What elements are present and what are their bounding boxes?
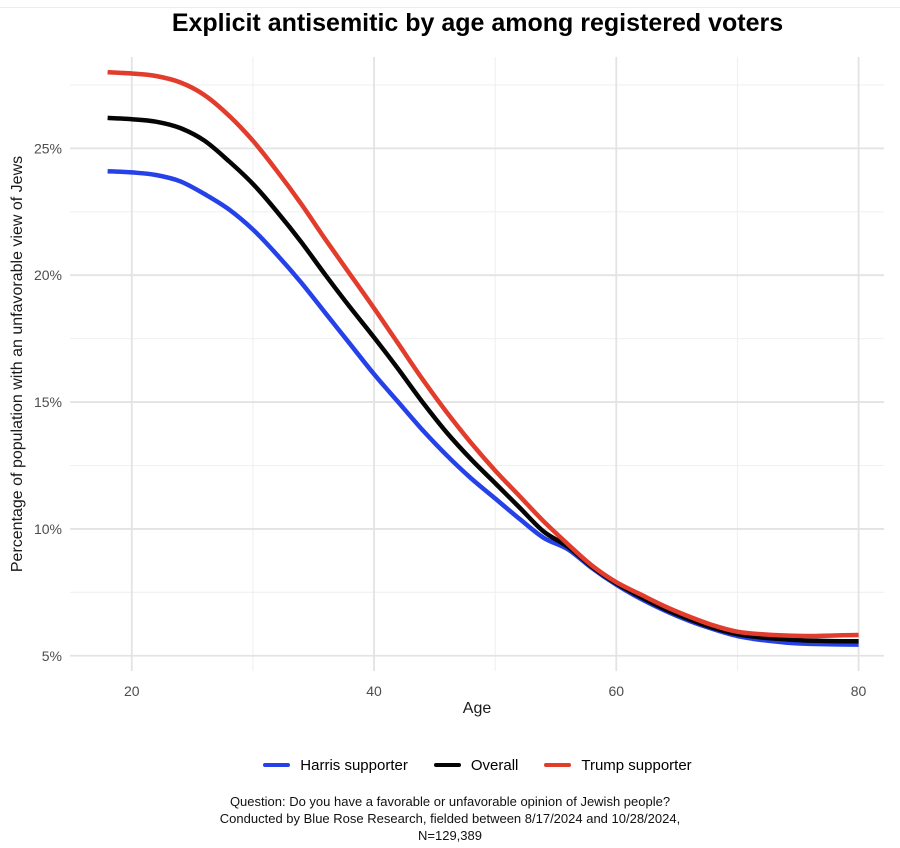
- y-tick-label: 10%: [34, 521, 62, 537]
- gridlines: [70, 57, 884, 671]
- legend-item-overall: Overall: [433, 756, 519, 774]
- x-tick-label: 60: [609, 683, 625, 699]
- caption: Question: Do you have a favorable or unf…: [0, 793, 900, 844]
- data-series: [107, 69, 859, 647]
- y-tick-label: 20%: [34, 267, 62, 283]
- legend-label: Harris supporter: [300, 756, 408, 774]
- y-tick-label: 5%: [42, 648, 62, 664]
- series-line-overall: [107, 115, 859, 644]
- y-tick-label: 15%: [34, 394, 62, 410]
- legend-swatch: [544, 762, 572, 768]
- top-border-line: [0, 7, 900, 8]
- caption-line-3: N=129,389: [418, 828, 482, 843]
- caption-line-2: Conducted by Blue Rose Research, fielded…: [219, 811, 681, 826]
- axis-tick-labels: 5% 10% 15% 20% 25% 20 40 60 80: [34, 140, 867, 699]
- y-tick-label: 25%: [34, 140, 62, 156]
- x-axis-title: Age: [463, 700, 492, 717]
- series-line-harris-supporter: [107, 168, 859, 647]
- legend-swatch: [263, 762, 291, 768]
- legend-swatch: [433, 762, 461, 768]
- legend-item-harris-supporter: Harris supporter: [263, 757, 408, 774]
- legend-label: Overall: [470, 756, 519, 774]
- y-axis-title: Percentage of population with an unfavor…: [9, 156, 26, 572]
- x-tick-label: 80: [851, 683, 867, 699]
- legend: Harris supporter Overall Trump supporter: [70, 750, 885, 780]
- x-tick-label: 20: [124, 683, 140, 699]
- legend-label: Trump supporter: [581, 756, 692, 774]
- legend-item-trump-supporter: Trump supporter: [544, 756, 692, 774]
- series-line-trump-supporter: [107, 69, 859, 639]
- chart-title: Explicit antisemitic by age among regist…: [171, 9, 784, 37]
- caption-line-1: Question: Do you have a favorable or unf…: [229, 794, 671, 809]
- x-tick-label: 40: [366, 683, 382, 699]
